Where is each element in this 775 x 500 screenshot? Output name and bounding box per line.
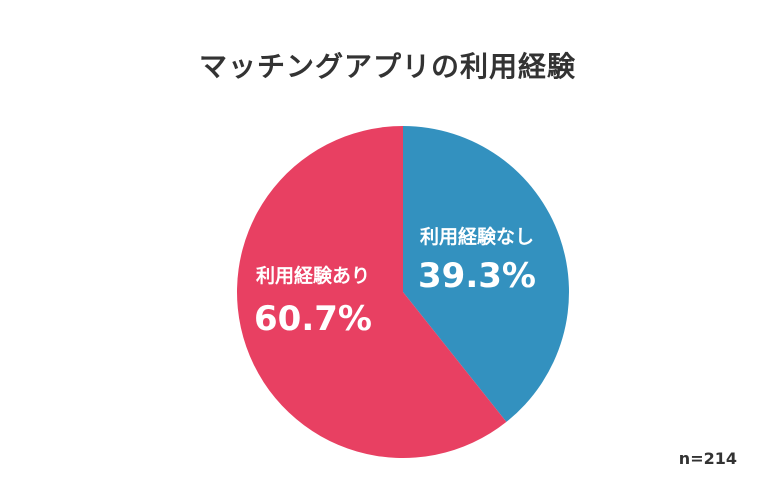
slice-value-label-1: 60.7% <box>254 299 372 339</box>
slice-value-label-0: 39.3% <box>418 256 536 296</box>
pie-slice-1 <box>237 125 507 458</box>
slice-label-1: 利用経験あり <box>256 264 370 287</box>
pie-slice-0 <box>403 126 569 422</box>
slice-label-0: 利用経験なし <box>420 225 534 248</box>
chart-title: マッチングアプリの利用経験 <box>198 50 576 83</box>
sample-size-note: n=214 <box>678 449 737 468</box>
